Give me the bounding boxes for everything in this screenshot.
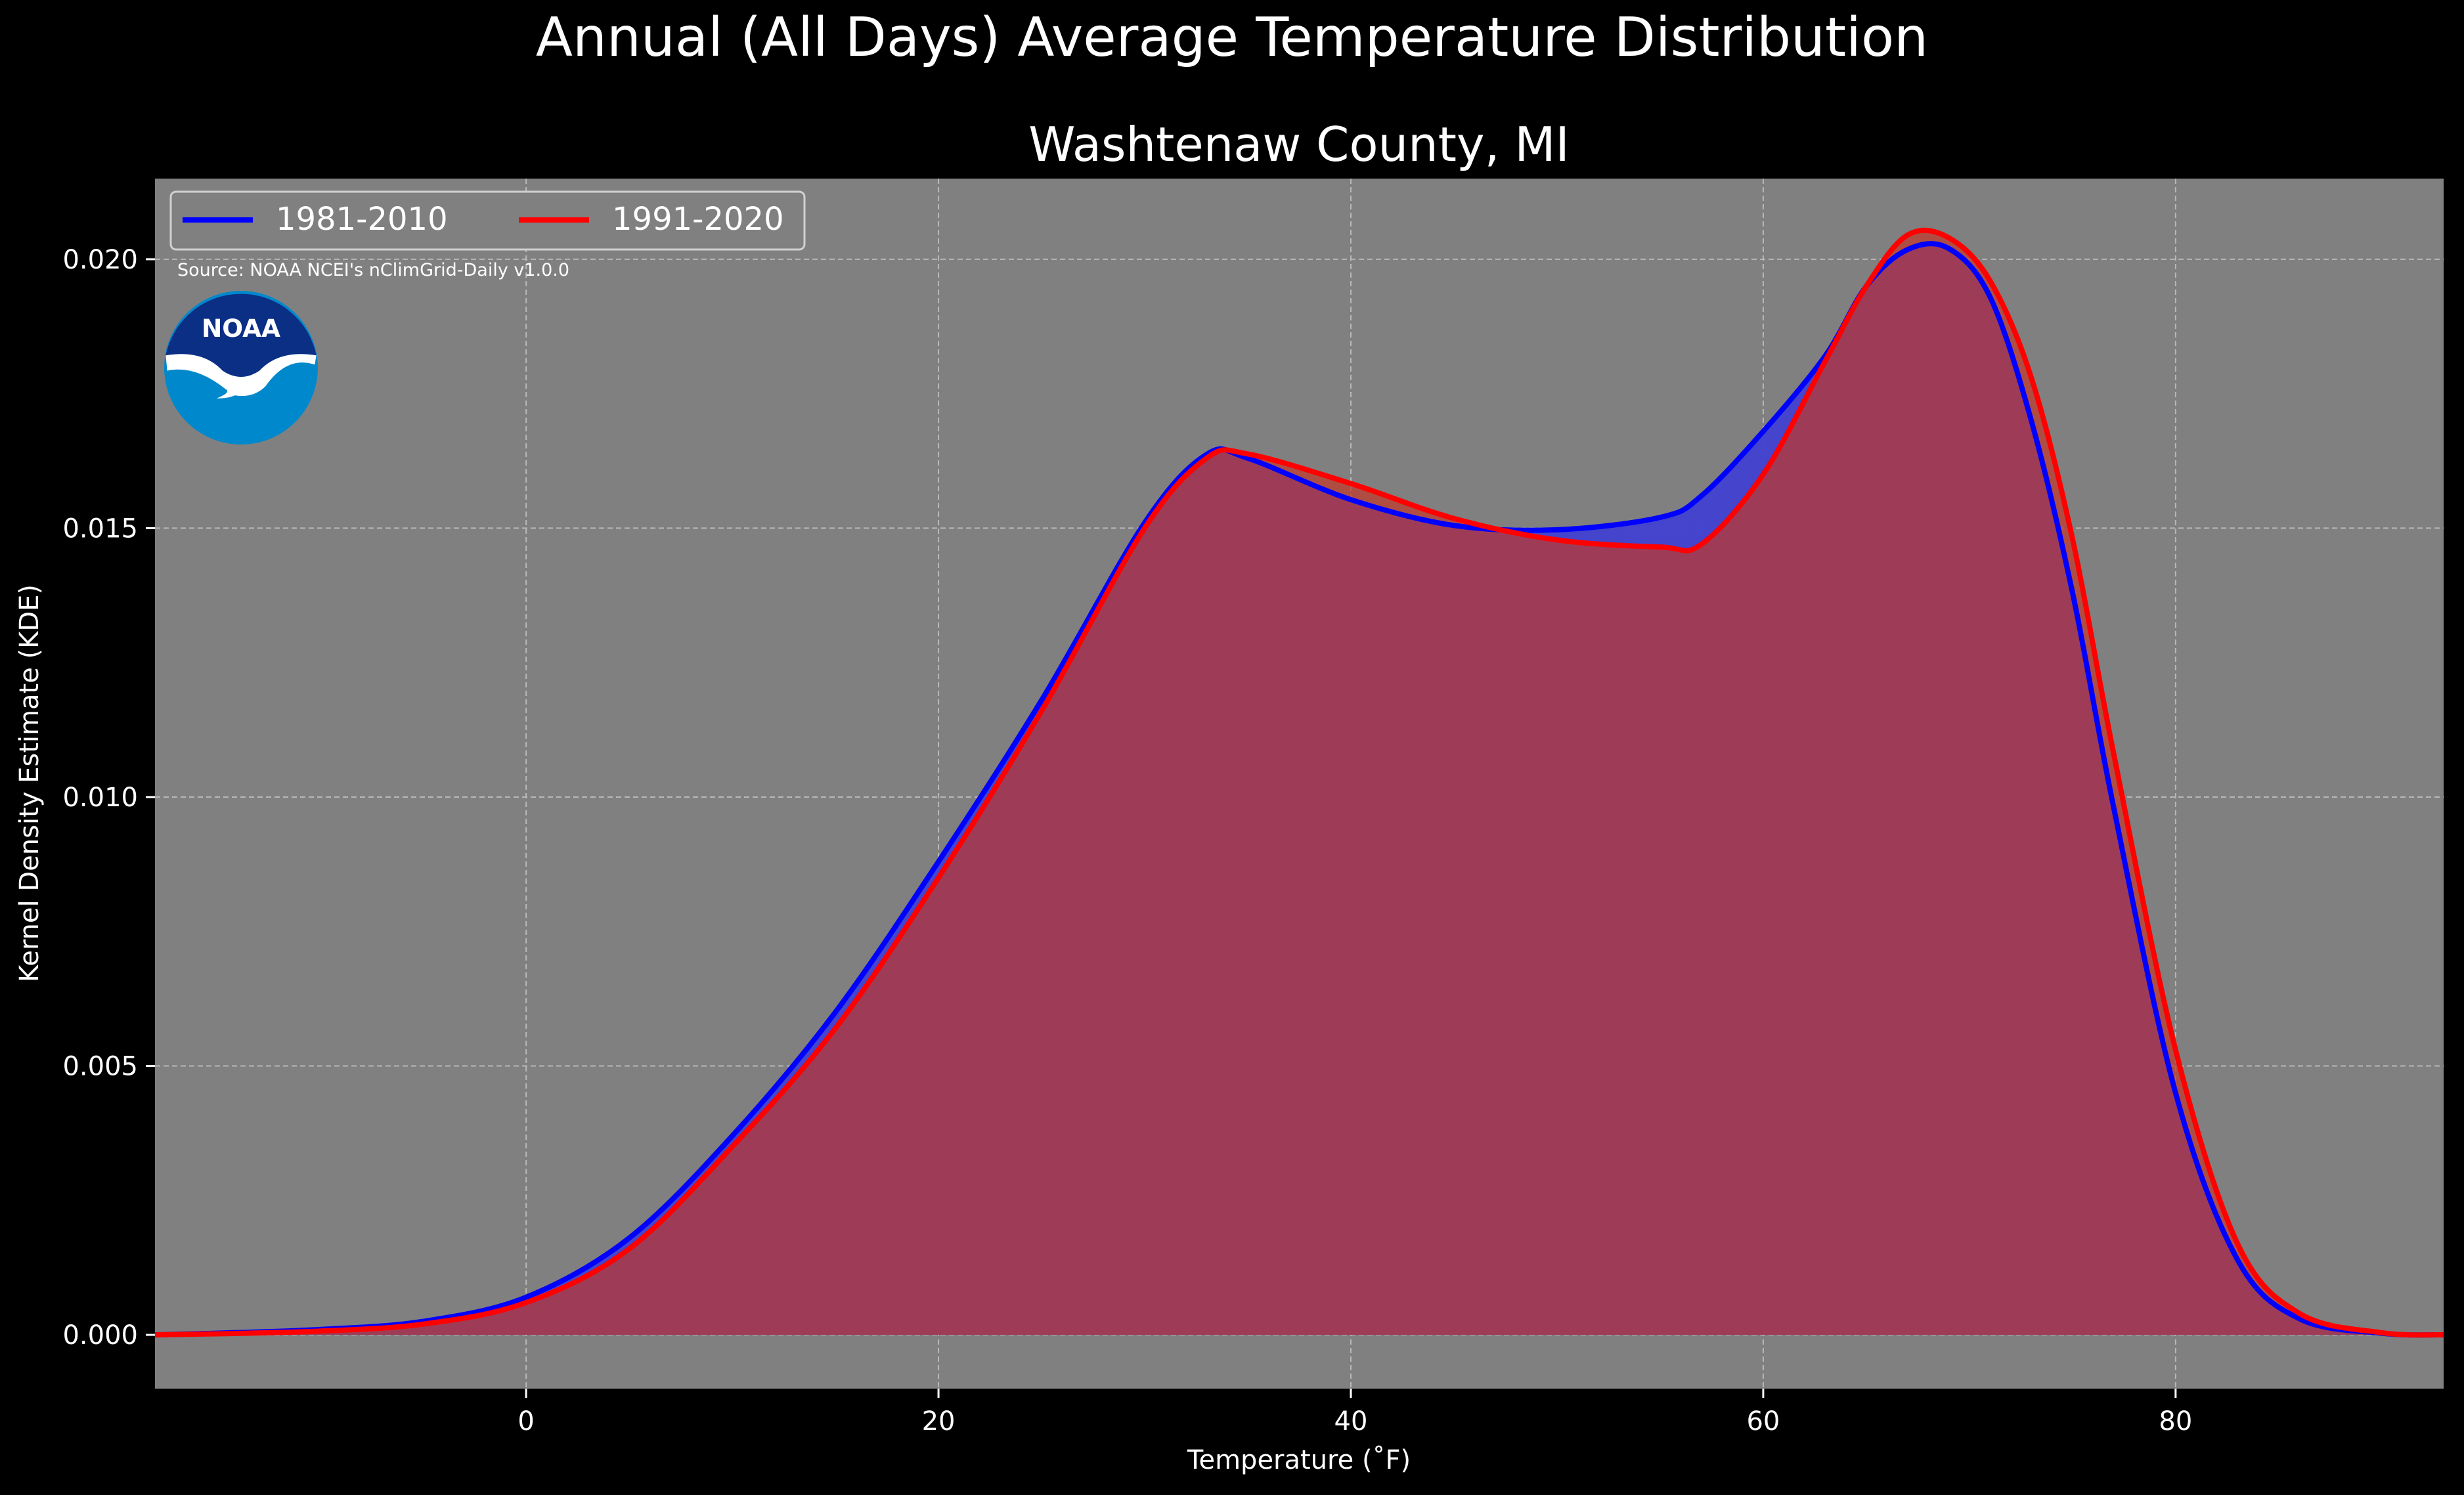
x-tick-label: 40 (1334, 1406, 1368, 1437)
legend-label-1981-2010: 1981-2010 (276, 201, 448, 238)
y-tick-label: 0.015 (62, 513, 138, 544)
x-tick-label: 60 (1746, 1406, 1780, 1437)
x-tick-label: 20 (922, 1406, 956, 1437)
legend-label-1991-2020: 1991-2020 (612, 201, 784, 238)
figure-title: Annual (All Days) Average Temperature Di… (535, 7, 1929, 69)
svg-text:NOAA: NOAA (202, 314, 280, 343)
source-note: Source: NOAA NCEI's nClimGrid-Daily v1.0… (177, 260, 569, 280)
y-tick-label: 0.010 (62, 783, 138, 813)
y-axis-label: Kernel Density Estimate (KDE) (14, 584, 45, 982)
line-1981-2010 (154, 241, 2444, 1338)
density-areas (155, 230, 2444, 1335)
legend-box (169, 190, 806, 251)
y-tick-label: 0.000 (62, 1320, 138, 1351)
x-axis-ticks: 0 20 40 60 80 (517, 1389, 2192, 1437)
x-tick-label: 0 (517, 1406, 534, 1437)
y-axis-ticks: 0.000 0.005 0.010 0.015 0.020 (62, 245, 155, 1351)
noaa-logo: NOAA (164, 291, 318, 444)
x-axis-label: Temperature (˚F) (1187, 1445, 1411, 1475)
line-1991-2020 (154, 227, 2444, 1338)
area-1991-2020 (155, 230, 2444, 1335)
legend: 1981-2010 1991-2020 (169, 190, 806, 251)
density-lines (154, 227, 2444, 1338)
x-tick-label: 80 (2159, 1406, 2192, 1437)
y-tick-label: 0.005 (62, 1052, 138, 1082)
y-tick-label: 0.020 (62, 245, 138, 275)
chart-subtitle: Washtenaw County, MI (1028, 117, 1569, 172)
